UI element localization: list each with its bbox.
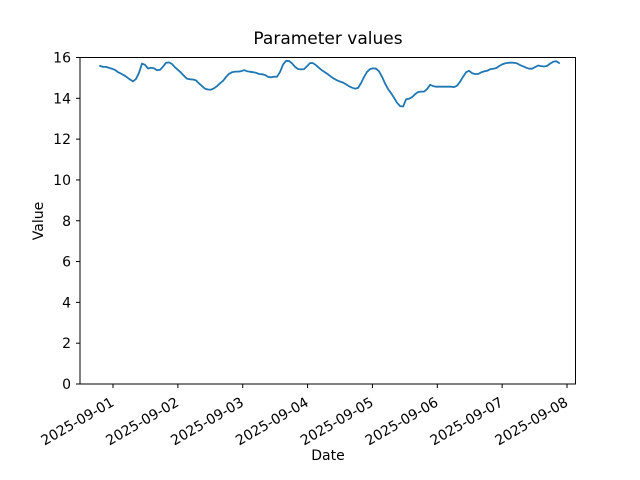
y-tick-label: 14: [53, 91, 71, 107]
x-tick-label: 2025-09-01: [39, 395, 117, 450]
y-tick-label: 16: [53, 51, 71, 67]
y-axis-label: Value: [31, 201, 47, 241]
y-tick-label: 0: [62, 377, 71, 393]
x-tick-label: 2025-09-06: [363, 395, 442, 450]
x-tick-label: 2025-09-05: [298, 395, 376, 450]
x-axis-label: Date: [311, 448, 345, 464]
x-tick-label: 2025-09-02: [103, 395, 181, 450]
y-tick-label: 6: [62, 255, 71, 271]
chart-title: Parameter values: [253, 29, 403, 49]
x-tick-label: 2025-09-03: [168, 395, 246, 450]
y-tick-label: 4: [62, 295, 71, 311]
x-tick-label: 2025-09-04: [233, 395, 312, 450]
data-line-parameter-values: [99, 59, 560, 108]
y-tick-label: 12: [53, 132, 71, 148]
y-tick-label: 2: [62, 336, 71, 352]
y-tick-label: 10: [53, 173, 71, 189]
y-tick-label: 8: [62, 214, 71, 230]
x-tick-label: 2025-09-07: [428, 395, 506, 450]
x-tick-label: 2025-09-08: [493, 395, 571, 450]
axes-frame: [79, 57, 576, 385]
